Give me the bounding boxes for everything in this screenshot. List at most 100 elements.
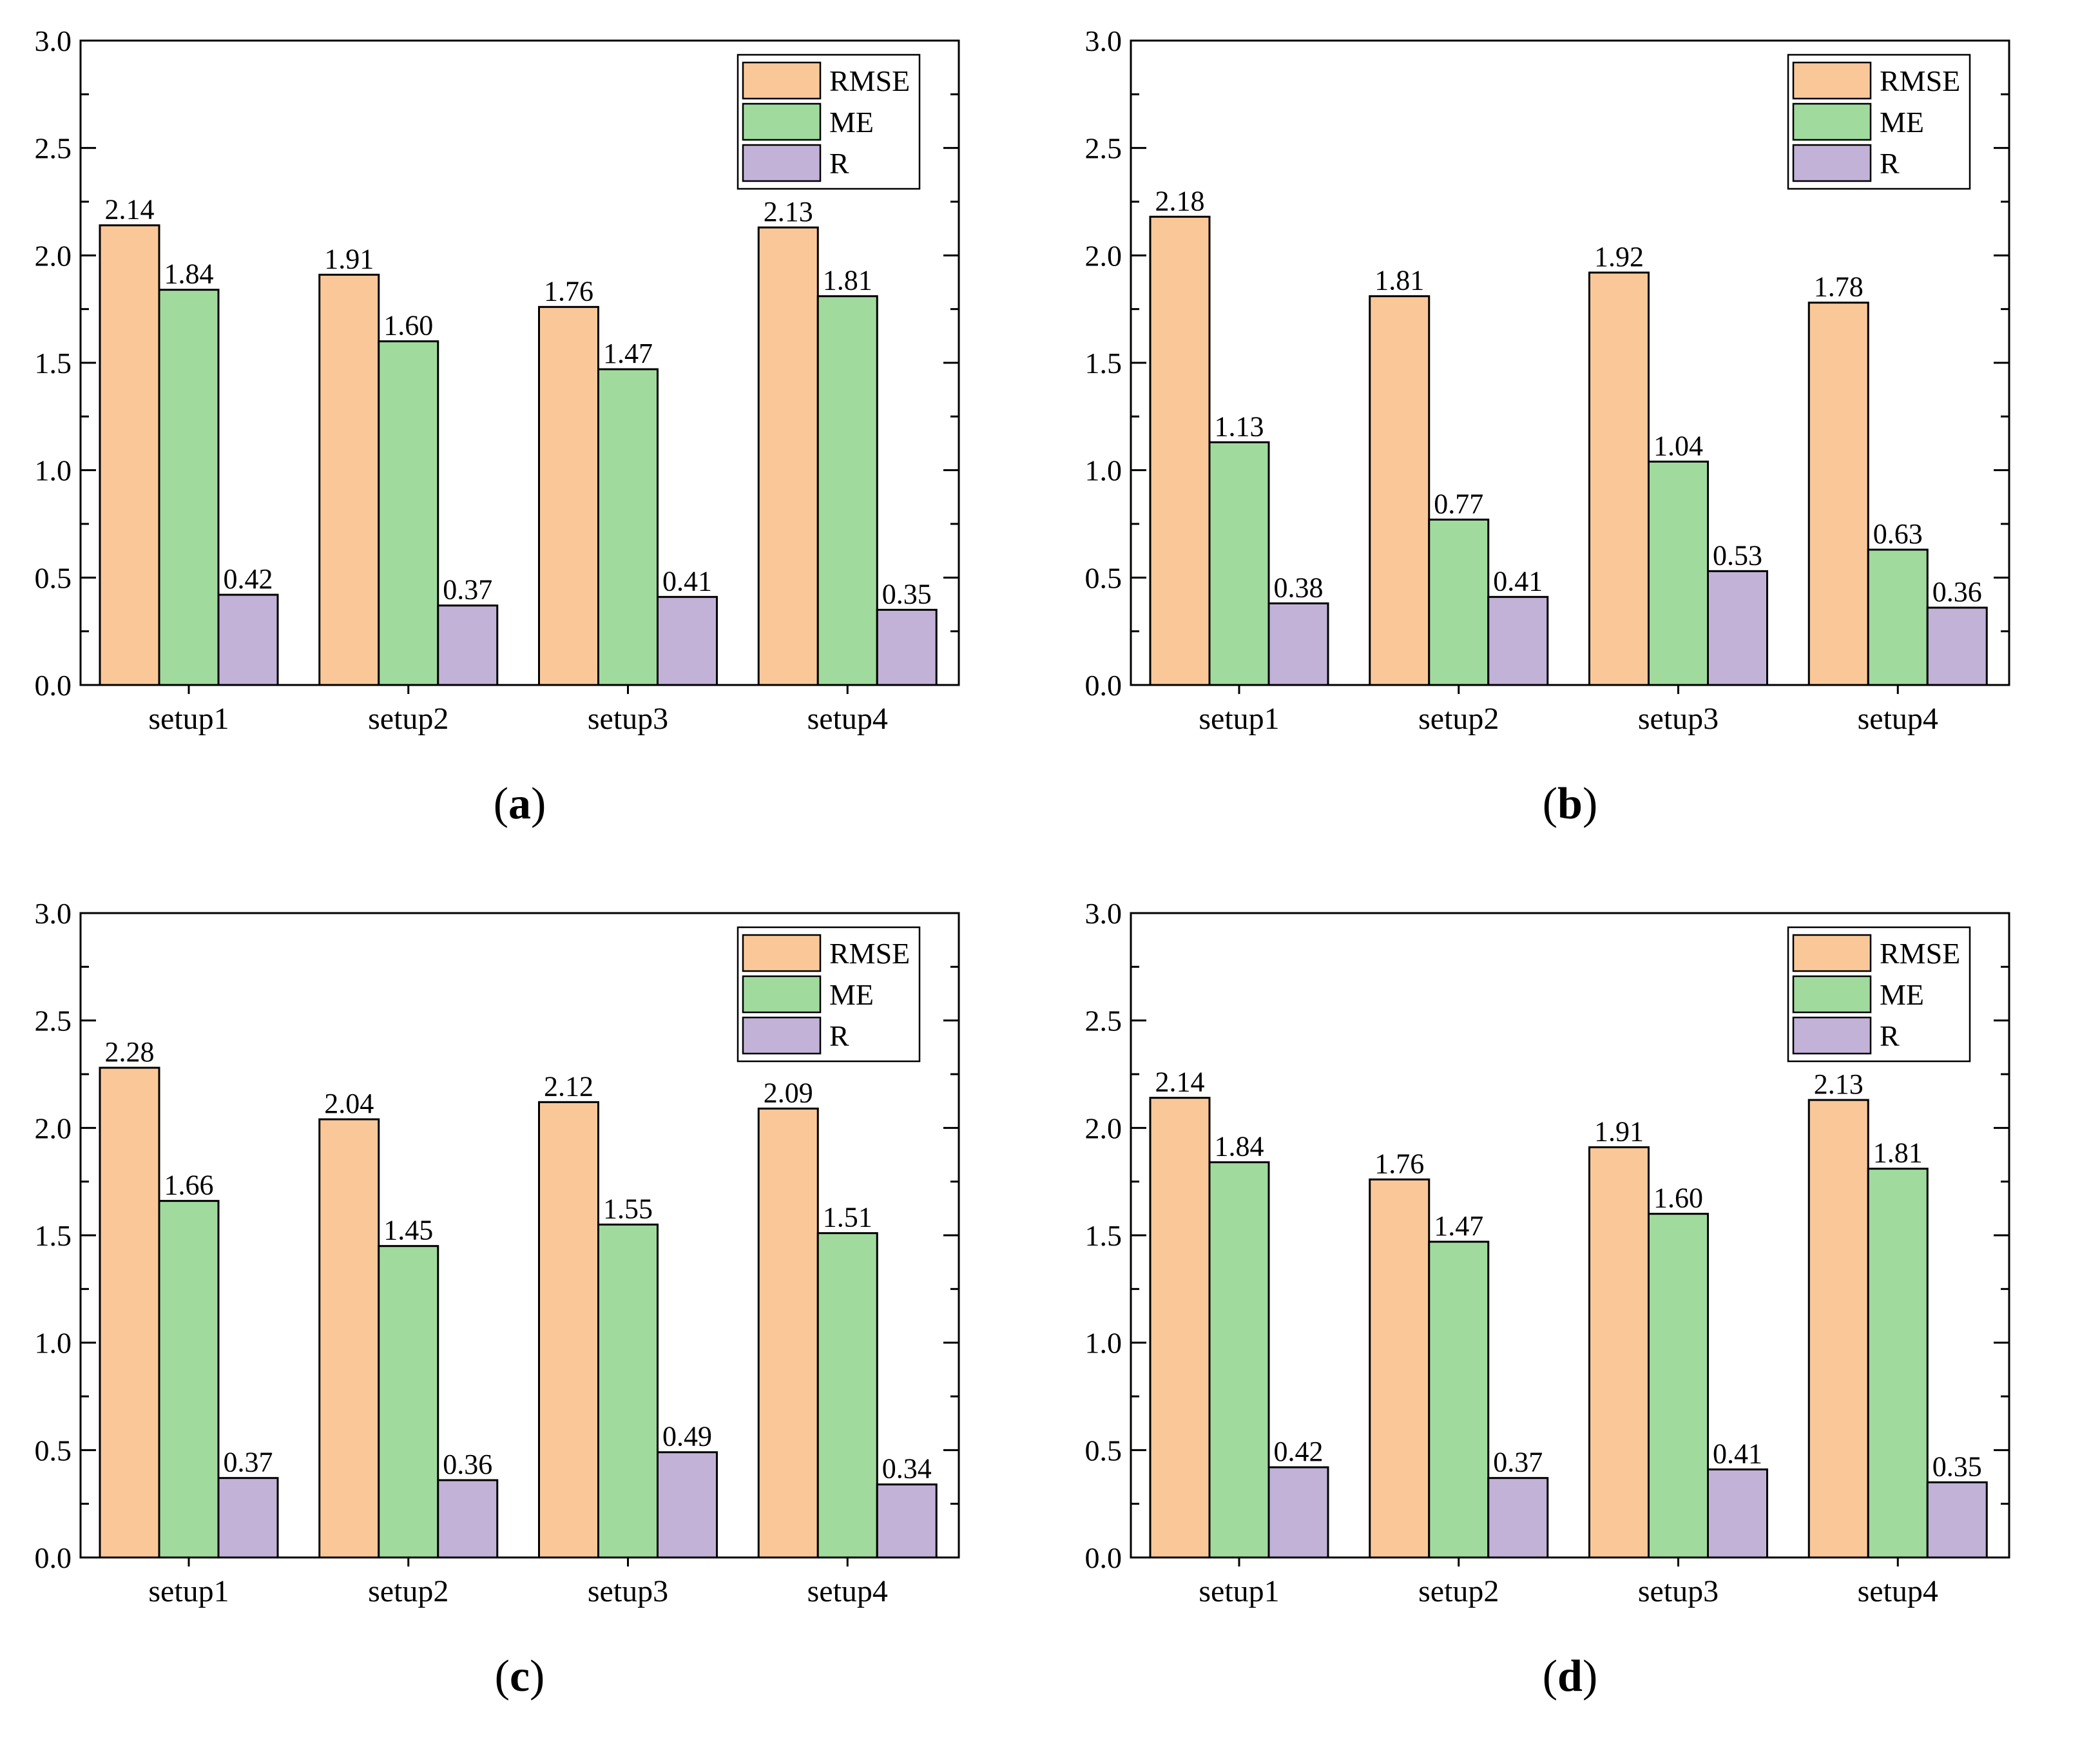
y-tick-label: 2.5 <box>1085 132 1122 165</box>
legend-swatch-me <box>742 102 822 141</box>
data-label-r-setup1: 0.42 <box>1274 1436 1324 1467</box>
bar-rmse-setup1 <box>1149 215 1211 686</box>
data-label-me-setup3: 1.04 <box>1653 430 1703 461</box>
data-label-r-setup3: 0.41 <box>662 565 712 597</box>
data-label-rmse-setup4: 1.78 <box>1814 271 1864 303</box>
data-label-rmse-setup4: 2.09 <box>764 1077 813 1108</box>
legend-label-rmse: RMSE <box>1880 64 1960 97</box>
bar-rmse-setup1 <box>99 1066 160 1559</box>
x-tick-label-setup1: setup1 <box>1199 1574 1279 1608</box>
data-label-me-setup1: 1.13 <box>1215 410 1264 442</box>
y-tick-label: 0.0 <box>1085 669 1122 702</box>
legend-swatch-r <box>1792 1016 1872 1055</box>
x-tick-label-setup3: setup3 <box>1638 702 1719 736</box>
bar-r-setup4 <box>1926 606 1988 686</box>
legend-swatch-rmse <box>1792 61 1872 100</box>
x-tick-label-setup1: setup1 <box>148 702 229 736</box>
bar-r-setup2 <box>437 1479 499 1559</box>
bar-rmse-setup3 <box>538 305 599 686</box>
y-tick-label: 0.0 <box>35 669 72 702</box>
legend-swatch-me <box>1792 102 1872 141</box>
x-tick-label-setup1: setup1 <box>1199 702 1279 736</box>
data-label-me-setup4: 1.51 <box>823 1202 872 1233</box>
data-label-r-setup2: 0.37 <box>1493 1447 1543 1478</box>
data-label-r-setup2: 0.37 <box>443 574 492 606</box>
bar-rmse-setup4 <box>1807 302 1869 686</box>
legend-label-r: R <box>829 147 849 180</box>
data-label-me-setup1: 1.84 <box>164 258 214 290</box>
x-tick-label-setup2: setup2 <box>1418 1574 1499 1608</box>
bar-me-setup4 <box>1867 1168 1929 1559</box>
legend-label-me: ME <box>829 978 874 1011</box>
legend-label-me: ME <box>829 106 874 139</box>
y-tick-label: 0.5 <box>1085 561 1122 594</box>
bar-r-setup4 <box>876 1483 938 1559</box>
y-tick-label: 2.0 <box>35 1112 72 1144</box>
legend-label-me: ME <box>1880 978 1924 1011</box>
data-label-me-setup4: 1.81 <box>823 265 872 296</box>
data-label-rmse-setup3: 1.92 <box>1594 241 1644 273</box>
plot-frame <box>1130 912 2010 1559</box>
bar-r-setup1 <box>1267 1466 1329 1559</box>
data-label-r-setup3: 0.41 <box>1713 1438 1762 1469</box>
legend-label-me: ME <box>1880 106 1924 139</box>
data-label-r-setup3: 0.53 <box>1713 539 1762 571</box>
bar-r-setup2 <box>1487 595 1549 686</box>
data-label-rmse-setup2: 2.04 <box>324 1088 374 1119</box>
y-tick-label: 1.5 <box>35 1219 72 1252</box>
data-label-rmse-setup3: 2.12 <box>544 1070 593 1102</box>
bar-rmse-setup2 <box>318 1118 380 1559</box>
y-tick-label: 2.5 <box>35 132 72 165</box>
legend-label-rmse: RMSE <box>829 937 910 970</box>
data-label-me-setup2: 1.60 <box>383 310 433 342</box>
data-label-rmse-setup2: 1.76 <box>1374 1148 1424 1179</box>
legend-label-rmse: RMSE <box>1880 937 1960 970</box>
bar-r-setup4 <box>1926 1481 1988 1559</box>
plot-frame <box>1130 39 2010 686</box>
bar-rmse-setup3 <box>1588 271 1650 686</box>
y-tick-label: 0.0 <box>1085 1541 1122 1574</box>
legend-swatch-r <box>1792 144 1872 182</box>
x-tick-label-setup4: setup4 <box>1858 1574 1938 1608</box>
data-label-me-setup1: 1.84 <box>1215 1131 1264 1162</box>
bar-me-setup4 <box>816 1232 878 1559</box>
bar-rmse-setup3 <box>1588 1146 1650 1559</box>
bar-rmse-setup4 <box>757 226 819 686</box>
data-label-rmse-setup2: 1.81 <box>1374 265 1424 296</box>
y-tick-label: 2.5 <box>35 1005 72 1037</box>
data-label-rmse-setup1: 2.28 <box>105 1036 155 1068</box>
bar-r-setup3 <box>657 1451 718 1559</box>
data-label-rmse-setup3: 1.76 <box>544 275 593 307</box>
bar-rmse-setup2 <box>1369 1178 1431 1559</box>
chart-panel-b: 0.0 0.5 1.0 1.5 2.0 2.5 3.0 2.18 1.13 0.38 setup1 1… <box>1085 24 2010 829</box>
bar-rmse-setup4 <box>1807 1099 1869 1559</box>
x-tick-label-setup1: setup1 <box>148 1574 229 1608</box>
bar-me-setup4 <box>1867 548 1929 686</box>
data-label-r-setup4: 0.36 <box>1932 576 1982 608</box>
bar-me-setup3 <box>597 368 659 686</box>
bar-r-setup1 <box>1267 602 1329 686</box>
data-label-r-setup2: 0.41 <box>1493 565 1543 597</box>
data-label-me-setup3: 1.55 <box>603 1193 653 1224</box>
bar-rmse-setup2 <box>1369 295 1431 686</box>
bar-rmse-setup2 <box>318 273 380 686</box>
data-label-rmse-setup1: 2.18 <box>1155 185 1205 217</box>
legend-label-rmse: RMSE <box>829 64 910 97</box>
data-label-rmse-setup4: 2.13 <box>764 196 813 227</box>
bar-me-setup2 <box>1428 1240 1490 1559</box>
data-label-me-setup4: 1.81 <box>1873 1137 1923 1169</box>
chart-panel-c: 0.0 0.5 1.0 1.5 2.0 2.5 3.0 2.28 1.66 0.37 setup1 2… <box>35 897 960 1701</box>
bar-me-setup2 <box>378 340 439 686</box>
data-label-r-setup3: 0.49 <box>662 1421 712 1452</box>
chart-panel-d: 0.0 0.5 1.0 1.5 2.0 2.5 3.0 2.14 1.84 0.42 setup1 1… <box>1085 897 2010 1701</box>
data-label-rmse-setup4: 2.13 <box>1814 1068 1864 1100</box>
y-tick-label: 1.0 <box>1085 1327 1122 1360</box>
data-label-r-setup4: 0.35 <box>882 578 932 610</box>
bar-me-setup1 <box>158 289 220 686</box>
y-tick-label: 3.0 <box>1085 897 1122 930</box>
legend-label-r: R <box>1880 1019 1900 1052</box>
legend-swatch-r <box>742 1016 822 1055</box>
legend-swatch-rmse <box>1792 934 1872 972</box>
bar-rmse-setup4 <box>757 1107 819 1559</box>
y-tick-label: 0.5 <box>1085 1434 1122 1467</box>
